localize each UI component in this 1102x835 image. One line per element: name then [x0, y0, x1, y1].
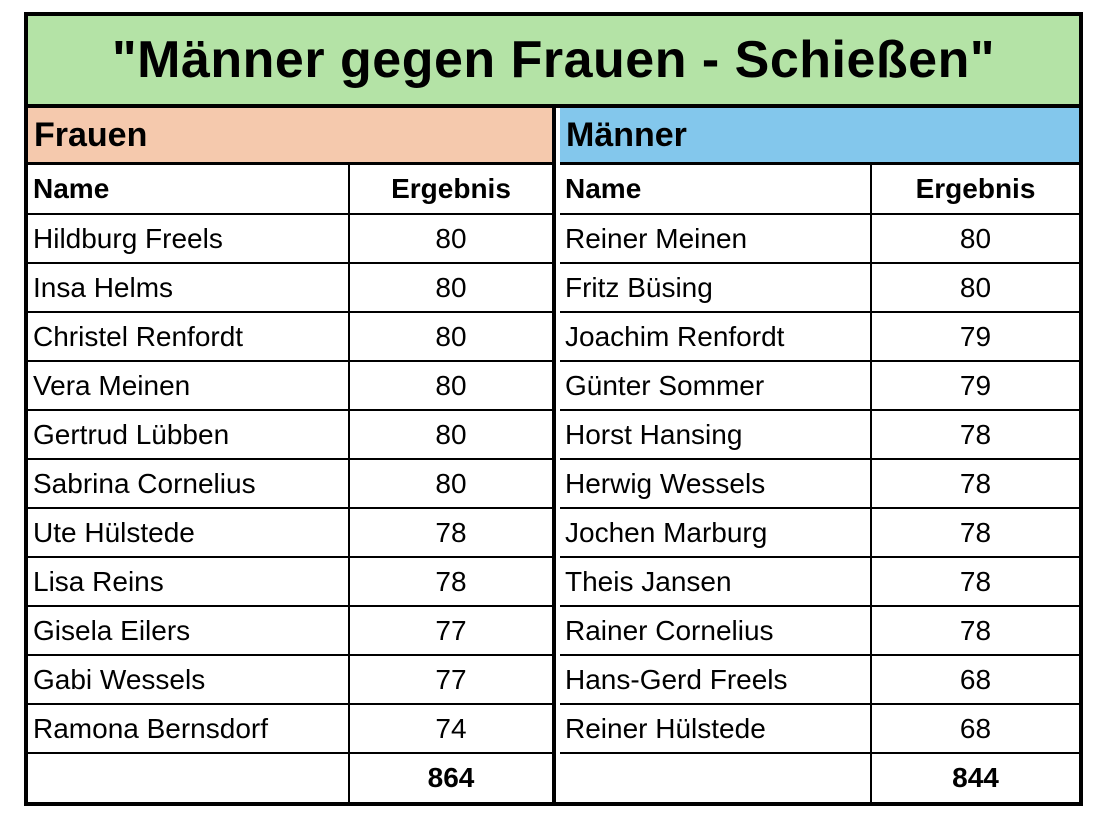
- participant-score: 80: [349, 410, 552, 460]
- table-row: Fritz Büsing 80: [560, 263, 1079, 313]
- total-score: 844: [952, 762, 999, 793]
- participant-score: 80: [349, 459, 552, 509]
- table-row: Joachim Renfordt 79: [560, 312, 1079, 362]
- participant-score: 78: [871, 508, 1079, 558]
- participant-name: Joachim Renfordt: [560, 312, 872, 362]
- participant-name: Hildburg Freels: [28, 214, 350, 264]
- participant-name: Insa Helms: [28, 263, 350, 313]
- participant-score: 68: [871, 655, 1079, 705]
- participant-name: Jochen Marburg: [560, 508, 872, 558]
- table-row: Hans-Gerd Freels 68: [560, 655, 1079, 705]
- table-row: Lisa Reins 78: [28, 557, 552, 607]
- participant-name: Gertrud Lübben: [28, 410, 350, 460]
- total-row: 844: [560, 753, 1079, 802]
- column-header-name: Name: [560, 165, 872, 215]
- participant-name: Reiner Meinen: [560, 214, 872, 264]
- column-header-name: Name: [28, 165, 350, 215]
- table-row: Jochen Marburg 78: [560, 508, 1079, 558]
- table-row: Ute Hülstede 78: [28, 508, 552, 558]
- column-header-result: Ergebnis: [349, 165, 552, 215]
- table-row: Reiner Meinen 80: [560, 214, 1079, 264]
- table-row: Gisela Eilers 77: [28, 606, 552, 656]
- participant-score: 80: [349, 214, 552, 264]
- table-row: Hildburg Freels 80: [28, 214, 552, 264]
- sheet-title: "Männer gegen Frauen - Schießen": [28, 16, 1079, 108]
- total-score: 864: [427, 762, 475, 793]
- participant-score: 80: [349, 312, 552, 362]
- table-row: Gabi Wessels 77: [28, 655, 552, 705]
- table-row: Horst Hansing 78: [560, 410, 1079, 460]
- participant-score: 74: [349, 704, 552, 754]
- header-row: Name Ergebnis: [28, 165, 552, 215]
- participant-name: Fritz Büsing: [560, 263, 872, 313]
- participant-name: Gabi Wessels: [28, 655, 350, 705]
- participant-score: 80: [871, 214, 1079, 264]
- participant-score: 77: [349, 655, 552, 705]
- frauen-table: Name Ergebnis Hildburg Freels 80 Insa Helm…: [28, 165, 552, 802]
- frauen-heading: Frauen: [28, 108, 552, 165]
- participant-name: Reiner Hülstede: [560, 704, 872, 754]
- table-row: Gertrud Lübben 80: [28, 410, 552, 460]
- table-row: Sabrina Cornelius 80: [28, 459, 552, 509]
- participant-score: 78: [871, 459, 1079, 509]
- table-row: Vera Meinen 80: [28, 361, 552, 411]
- participant-score: 79: [871, 361, 1079, 411]
- table-row: Insa Helms 80: [28, 263, 552, 313]
- participant-name: Sabrina Cornelius: [28, 459, 350, 509]
- total-row: 864: [28, 753, 552, 802]
- participant-name: Theis Jansen: [560, 557, 872, 607]
- participant-score: 80: [349, 361, 552, 411]
- column-header-result: Ergebnis: [871, 165, 1079, 215]
- participant-name: Vera Meinen: [28, 361, 350, 411]
- participant-name: Hans-Gerd Freels: [560, 655, 872, 705]
- participant-score: 78: [871, 557, 1079, 607]
- participant-score: 68: [871, 704, 1079, 754]
- participant-name: Gisela Eilers: [28, 606, 350, 656]
- table-row: Christel Renfordt 80: [28, 312, 552, 362]
- maenner-heading: Männer: [560, 108, 1079, 165]
- table-row: Ramona Bernsdorf 74: [28, 704, 552, 754]
- results-sheet: "Männer gegen Frauen - Schießen" Frauen …: [24, 12, 1083, 806]
- participant-name: Horst Hansing: [560, 410, 872, 460]
- total-label-cell: [28, 753, 350, 802]
- maenner-table: Name Ergebnis Reiner Meinen 80 Fritz Büsin…: [560, 165, 1079, 802]
- participant-score: 77: [349, 606, 552, 656]
- table-row: Herwig Wessels 78: [560, 459, 1079, 509]
- participant-name: Rainer Cornelius: [560, 606, 872, 656]
- participant-name: Herwig Wessels: [560, 459, 872, 509]
- total-label-cell: [560, 753, 872, 802]
- participant-score: 79: [871, 312, 1079, 362]
- participant-score: 78: [871, 410, 1079, 460]
- participant-score: 80: [349, 263, 552, 313]
- participant-name: Lisa Reins: [28, 557, 350, 607]
- participant-name: Ramona Bernsdorf: [28, 704, 350, 754]
- table-row: Günter Sommer 79: [560, 361, 1079, 411]
- participant-score: 78: [871, 606, 1079, 656]
- table-row: Rainer Cornelius 78: [560, 606, 1079, 656]
- participant-name: Ute Hülstede: [28, 508, 350, 558]
- table-row: Theis Jansen 78: [560, 557, 1079, 607]
- table-row: Reiner Hülstede 68: [560, 704, 1079, 754]
- participant-score: 78: [349, 557, 552, 607]
- participant-name: Christel Renfordt: [28, 312, 350, 362]
- header-row: Name Ergebnis: [560, 165, 1079, 215]
- participant-score: 78: [349, 508, 552, 558]
- frauen-section: Frauen Name Ergebnis Hildburg Freels 80 In…: [28, 108, 556, 802]
- maenner-section: Männer Name Ergebnis Reiner Meinen 80 Frit…: [560, 108, 1079, 802]
- participant-score: 80: [871, 263, 1079, 313]
- participant-name: Günter Sommer: [560, 361, 872, 411]
